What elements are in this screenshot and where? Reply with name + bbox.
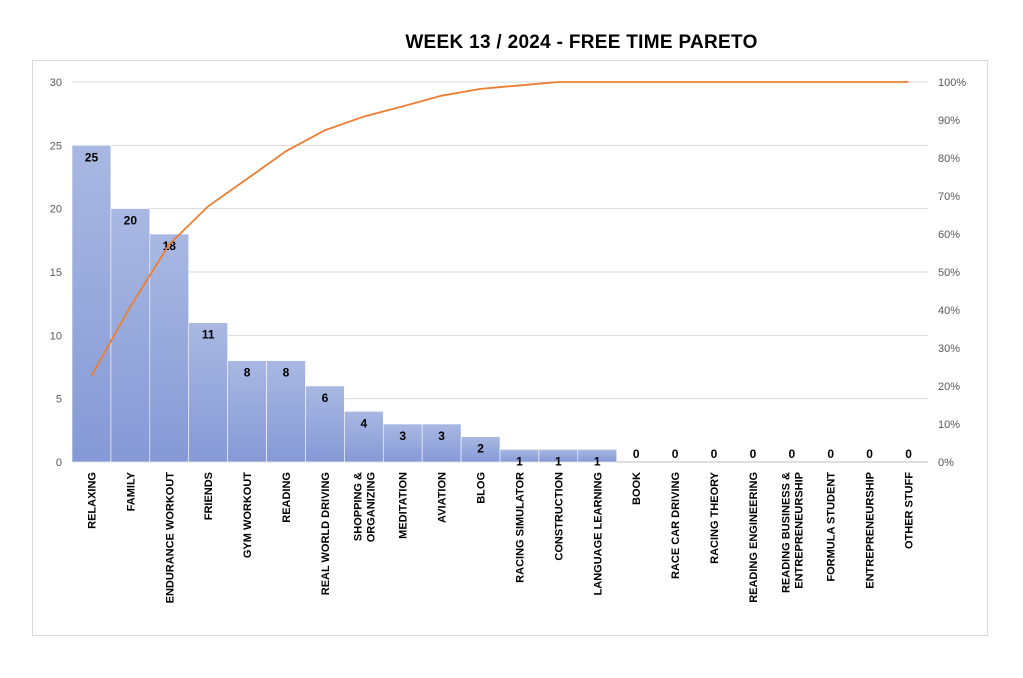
bar	[188, 322, 228, 463]
y2-tick-label: 10%	[938, 419, 960, 431]
data-label: 6	[322, 391, 329, 405]
data-label: 0	[788, 447, 795, 461]
data-label: 0	[672, 447, 679, 461]
y2-tick-label: 60%	[938, 229, 960, 241]
x-tick-label: GYM WORKOUT	[242, 472, 254, 558]
x-tick-label: BLOG	[476, 472, 488, 504]
y2-tick-label: 30%	[938, 343, 960, 355]
x-tick-label: FAMILY	[125, 471, 137, 511]
bar	[266, 360, 306, 463]
data-label: 4	[360, 416, 367, 430]
cumulative-percent-line	[90, 81, 909, 377]
y2-tick-label: 70%	[938, 191, 960, 203]
x-tick-label: MEDITATION	[398, 472, 410, 539]
y2-tick-label: 100%	[938, 77, 966, 89]
y-tick-label: 10	[50, 330, 62, 342]
x-tick-label: AVIATION	[437, 472, 449, 523]
bar	[305, 385, 345, 463]
x-tick-label: FRIENDS	[203, 472, 215, 520]
y-tick-label: 15	[50, 267, 62, 279]
data-label: 8	[244, 366, 251, 380]
chart-frame	[32, 60, 988, 636]
data-label: 0	[905, 447, 912, 461]
data-label: 11	[202, 328, 215, 342]
bar	[421, 423, 462, 463]
y2-tick-label: 20%	[938, 381, 960, 393]
data-label: 1	[516, 454, 523, 468]
data-label: 0	[866, 447, 873, 461]
y-tick-label: 30	[50, 77, 62, 89]
bars	[71, 145, 618, 463]
x-tick-label: SHOPPING &ORGANIZING	[352, 472, 377, 542]
y-tick-label: 20	[50, 204, 62, 216]
y2-tick-label: 0%	[938, 457, 954, 469]
x-tick-label: RACE CAR DRIVING	[670, 472, 682, 579]
cumulative-line	[90, 81, 909, 377]
data-label: 20	[124, 214, 138, 228]
x-tick-label: BOOK	[631, 472, 643, 505]
data-label: 25	[85, 150, 99, 164]
data-label: 0	[750, 447, 757, 461]
x-tick-label: RACING SIMULATOR	[514, 472, 526, 583]
y2-tick-label: 80%	[938, 153, 960, 165]
x-tick-label: OTHER STUFF	[904, 472, 916, 549]
data-label: 8	[283, 366, 290, 380]
data-label: 1	[555, 454, 562, 468]
bar	[149, 233, 190, 463]
data-label: 3	[438, 429, 445, 443]
chart-title: WEEK 13 / 2024 - FREE TIME PARETO	[405, 32, 758, 53]
y2-tick-label: 90%	[938, 115, 960, 127]
bar	[577, 449, 618, 463]
data-label: 0	[633, 447, 640, 461]
y-tick-label: 5	[56, 394, 62, 406]
y2-axis: 0% 10% 20% 30% 40% 50% 60% 70% 80% 90% 100%	[938, 77, 966, 469]
bar	[71, 145, 112, 463]
data-label: 1	[594, 454, 601, 468]
data-label: 0	[711, 447, 718, 461]
x-tick-label: CONSTRUCTION	[553, 472, 565, 561]
x-tick-label: RACING THEORY	[709, 471, 721, 564]
y-tick-label: 0	[56, 457, 62, 469]
x-tick-label: READING BUSINESS &ENTREPRENEURSHIP	[780, 472, 805, 593]
x-tick-label: READING	[281, 472, 293, 523]
bar	[110, 208, 151, 463]
y-tick-label: 25	[50, 140, 62, 152]
x-tick-label: RELAXING	[86, 472, 98, 529]
y2-tick-label: 50%	[938, 267, 960, 279]
bar	[344, 411, 384, 463]
y2-tick-label: 40%	[938, 305, 960, 317]
data-label: 0	[827, 447, 834, 461]
bar	[460, 436, 501, 463]
x-axis: RELAXING FAMILY ENDURANCE WORKOUT FRIENDS GY…	[86, 471, 915, 603]
data-label: 2	[477, 442, 484, 456]
data-label: 3	[399, 429, 406, 443]
x-tick-label: FORMULA STUDENT	[826, 472, 838, 582]
x-tick-label: ENDURANCE WORKOUT	[164, 472, 176, 604]
x-tick-label: READING ENGINEERING	[748, 472, 760, 603]
x-tick-label: LANGUAGE LEARNING	[592, 472, 604, 595]
y-axis: 0 5 10 15 20 25 30	[50, 77, 62, 469]
bar	[382, 423, 423, 463]
x-tick-label: ENTREPRENEURSHIP	[865, 472, 877, 589]
x-tick-label: REAL WORLD DRIVING	[320, 472, 332, 595]
